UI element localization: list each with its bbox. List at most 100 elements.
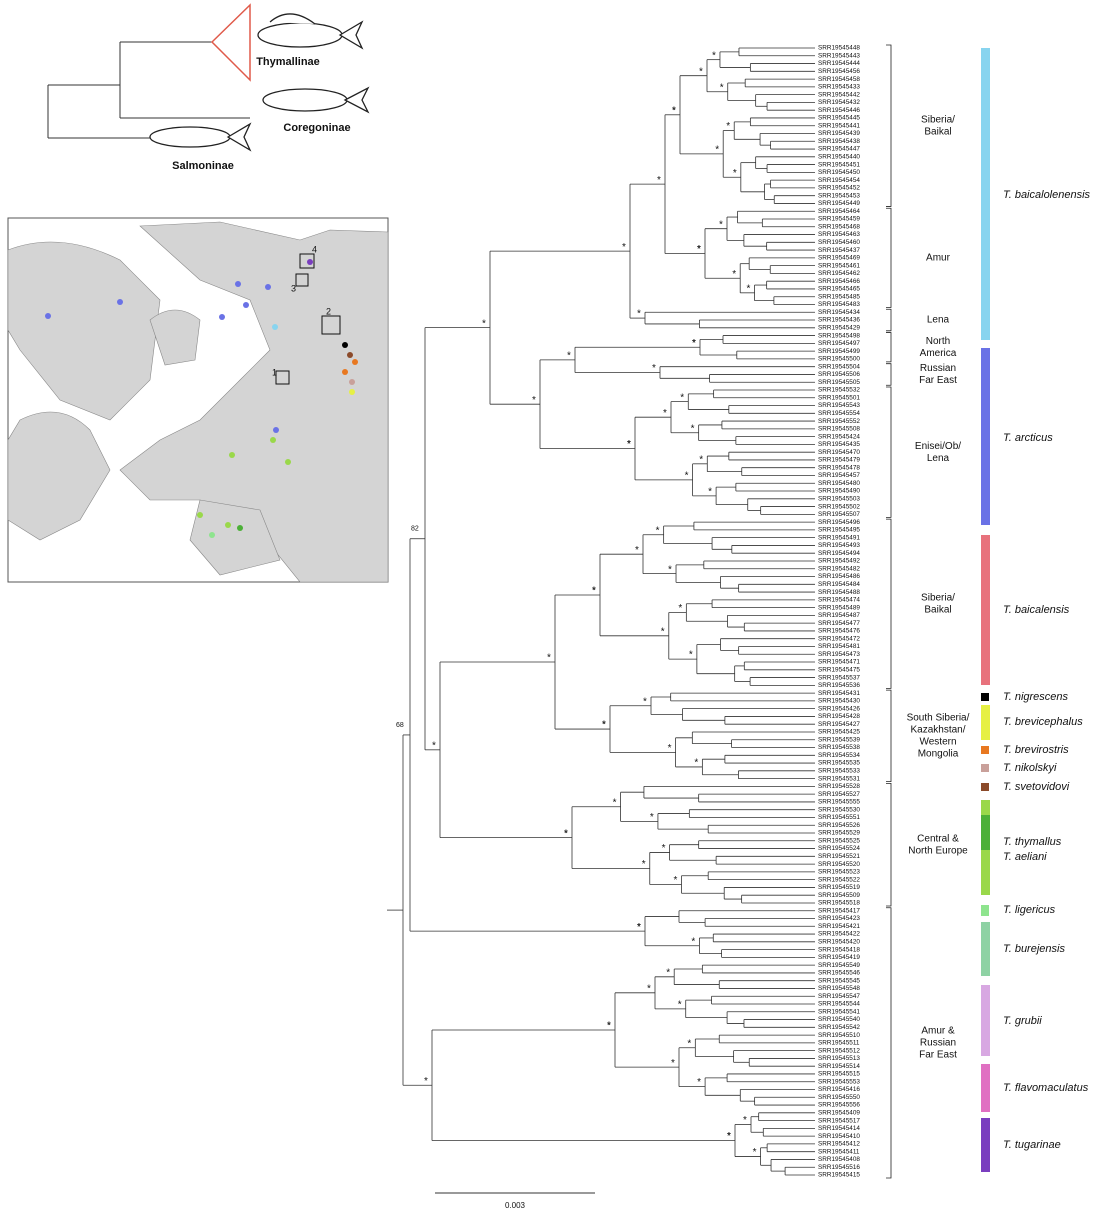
support-value: * — [424, 1076, 428, 1087]
leaf-label: SRR19545514 — [818, 1063, 860, 1070]
support-value: * — [592, 586, 596, 597]
support-value: * — [627, 439, 631, 450]
leaf-label: SRR19545428 — [818, 713, 860, 720]
leaf-label: SRR19545504 — [818, 363, 860, 370]
leaf-label: SRR19545542 — [818, 1024, 860, 1031]
support-value: * — [652, 363, 656, 374]
leaf-label: SRR19545454 — [818, 177, 860, 184]
bracket — [886, 386, 892, 518]
leaf-label: SRR19545412 — [818, 1141, 860, 1148]
region-label: Russian — [920, 1038, 956, 1049]
support-value: * — [727, 1131, 731, 1142]
leaf-label: SRR19545438 — [818, 138, 860, 145]
leaf-label: SRR19545521 — [818, 853, 860, 860]
support-value: * — [668, 743, 672, 754]
leaf-label: SRR19545518 — [818, 900, 860, 907]
support-value: * — [657, 175, 661, 186]
leaf-label: SRR19545410 — [818, 1133, 860, 1140]
leaf-label: SRR19545553 — [818, 1078, 860, 1085]
leaf-label: SRR19545536 — [818, 682, 860, 689]
leaf-label: SRR19545541 — [818, 1008, 860, 1015]
leaf-label: SRR19545482 — [818, 565, 860, 572]
leaf-label: SRR19545458 — [818, 76, 860, 83]
support-value: * — [697, 244, 701, 255]
leaf-label: SRR19545483 — [818, 301, 860, 308]
support-value: * — [678, 1000, 682, 1011]
leaf-label: SRR19545543 — [818, 402, 860, 409]
leaf-label: SRR19545462 — [818, 270, 860, 277]
bracket — [886, 363, 892, 386]
species-label: T. ligericus — [1003, 904, 1056, 916]
leaf-label: SRR19545471 — [818, 659, 860, 666]
leaf-label: SRR19545480 — [818, 480, 860, 487]
species-bar — [981, 783, 989, 791]
support-value: * — [592, 586, 596, 597]
leaf-label: SRR19545452 — [818, 185, 860, 192]
support-value: * — [720, 82, 724, 93]
region-label: Far East — [919, 1050, 957, 1061]
leaf-label: SRR19545425 — [818, 729, 860, 736]
leaf-label: SRR19545507 — [818, 511, 860, 518]
leaf-label: SRR19545464 — [818, 208, 860, 215]
subfamily-label: Coregoninae — [283, 122, 350, 134]
leaf-label: SRR19545484 — [818, 581, 860, 588]
leaf-label: SRR19545527 — [818, 791, 860, 798]
species-label: T. arcticus — [1003, 432, 1053, 444]
leaf-label: SRR19545448 — [818, 45, 860, 52]
region-label: Western — [919, 736, 956, 747]
leaf-label: SRR19545457 — [818, 472, 860, 479]
leaf-label: SRR19545431 — [818, 690, 860, 697]
support-value: * — [732, 269, 736, 280]
leaf-label: SRR19545472 — [818, 635, 860, 642]
leaf-label: SRR19545545 — [818, 977, 860, 984]
support-value: * — [715, 145, 719, 156]
support-value: * — [708, 487, 712, 498]
leaf-label: SRR19545421 — [818, 923, 860, 930]
species-label: T. baicalolenensis — [1003, 189, 1091, 201]
region-label: North — [926, 336, 950, 347]
leaf-label: SRR19545432 — [818, 99, 860, 106]
support-value: * — [697, 244, 701, 255]
species-bar — [981, 705, 990, 740]
support-value: * — [602, 720, 606, 731]
leaf-label: SRR19545474 — [818, 597, 860, 604]
species-bar — [981, 348, 990, 525]
species-label: T. nikolskyi — [1003, 762, 1057, 774]
support-value: * — [747, 283, 751, 294]
leaf-label: SRR19545463 — [818, 231, 860, 238]
support-value: * — [650, 812, 654, 823]
leaf-label: SRR19545451 — [818, 161, 860, 168]
support-value: * — [661, 626, 665, 637]
support-value: * — [613, 797, 617, 808]
leaf-label: SRR19545528 — [818, 783, 860, 790]
species-label: T. brevirostris — [1003, 744, 1069, 756]
support-value: * — [680, 392, 684, 403]
leaf-label: SRR19545497 — [818, 340, 860, 347]
support-value: * — [642, 859, 646, 870]
leaf-label: SRR19545487 — [818, 612, 860, 619]
leaf-label: SRR19545510 — [818, 1032, 860, 1039]
support-value: * — [532, 395, 536, 406]
leaf-label: SRR19545537 — [818, 674, 860, 681]
leaf-label: SRR19545423 — [818, 915, 860, 922]
species-bar — [981, 1118, 990, 1172]
leaf-label: SRR19545502 — [818, 503, 860, 510]
bracket — [886, 308, 892, 332]
support-value: * — [567, 351, 571, 362]
support-value: * — [719, 219, 723, 230]
support-value: * — [635, 545, 639, 556]
leaf-label: SRR19545540 — [818, 1016, 860, 1023]
species-label: T. grubii — [1003, 1015, 1042, 1027]
support-value: * — [602, 720, 606, 731]
leaf-label: SRR19545427 — [818, 721, 860, 728]
leaf-label: SRR19545418 — [818, 946, 860, 953]
support-value: * — [733, 168, 737, 179]
bracket — [886, 207, 892, 308]
leaf-label: SRR19545549 — [818, 962, 860, 969]
region-label: Lena — [927, 315, 950, 326]
leaf-label: SRR19545419 — [818, 954, 860, 961]
leaf-label: SRR19545434 — [818, 309, 860, 316]
leaf-label: SRR19545447 — [818, 146, 860, 153]
region-label: North Europe — [908, 845, 968, 856]
